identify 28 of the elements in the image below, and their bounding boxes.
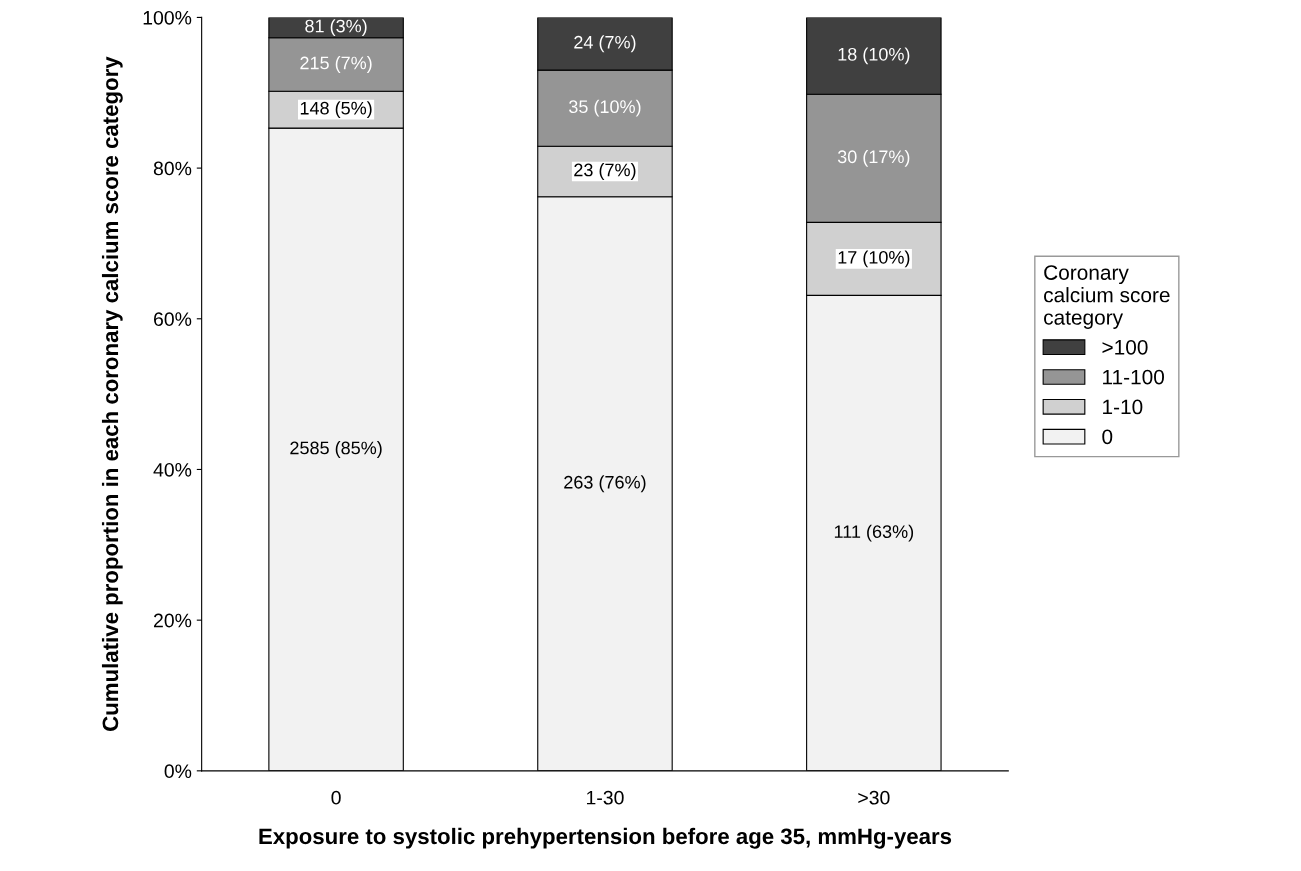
y-tick-label: 100% [143, 10, 192, 25]
legend-label: 1-10 [1103, 399, 1143, 415]
data-label: 24 (7%) [574, 35, 636, 53]
y-axis-title: Cumulative proportion in each coronary calcium score category [101, 56, 123, 731]
data-label: 17 (10%) [838, 250, 910, 268]
x-tick-label: 1-30 [586, 790, 624, 805]
data-label: 30 (17%) [837, 149, 910, 167]
data-label: 23 (7%) [574, 163, 636, 180]
y-tick-label: 20% [153, 613, 192, 628]
data-label: 148 (5%) [300, 101, 372, 119]
y-tick-label: 60% [154, 312, 192, 327]
legend-label: >100 [1102, 339, 1148, 355]
data-label: 18 (10%) [838, 47, 910, 65]
x-tick-label: >30 [858, 790, 890, 805]
data-label: 215 (7%) [300, 56, 372, 73]
legend-title: Coronary calcium score category [1044, 265, 1170, 329]
y-tick-label: 80% [153, 161, 192, 176]
legend-label: 11-100 [1103, 369, 1165, 385]
data-label: 35 (10%) [569, 99, 641, 117]
y-tick-label: 40% [153, 462, 192, 477]
data-label: 263 (76%) [564, 475, 646, 493]
y-tick-label: 0% [164, 764, 192, 779]
x-axis-title: Exposure to systolic prehypertension before age 35, mmHg-years [259, 827, 952, 849]
data-label: 81 (3%) [305, 19, 367, 36]
x-tick-label: 0 [331, 790, 341, 805]
data-label: 111 (63%) [834, 524, 914, 542]
data-label: 2585 (85%) [290, 441, 382, 458]
legend-label: 0 [1102, 429, 1113, 445]
